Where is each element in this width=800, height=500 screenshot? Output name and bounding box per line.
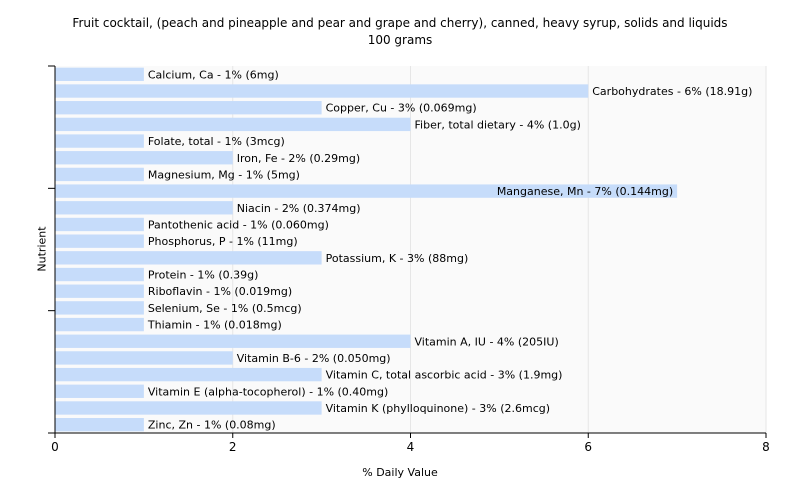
bar-label: Vitamin C, total ascorbic acid - 3% (1.9… xyxy=(326,369,563,382)
bar xyxy=(55,301,144,315)
axes: 0 2 4 6 8 xyxy=(48,65,770,454)
bar-label: Magnesium, Mg - 1% (5mg) xyxy=(148,168,300,181)
bar xyxy=(55,267,144,282)
bar xyxy=(55,134,144,148)
bar-label: Folate, total - 1% (3mcg) xyxy=(148,135,285,148)
bar-label: Riboflavin - 1% (0.019mg) xyxy=(148,285,292,298)
bar-label: Phosphorus, P - 1% (11mg) xyxy=(148,235,298,248)
bar-label: Vitamin B-6 - 2% (0.050mg) xyxy=(237,352,391,365)
bar xyxy=(55,167,144,182)
bar-label: Carbohydrates - 6% (18.91g) xyxy=(592,85,752,98)
bar-label: Potassium, K - 3% (88mg) xyxy=(326,252,469,265)
bar-label: Niacin - 2% (0.374mg) xyxy=(237,202,361,215)
bar xyxy=(55,151,233,165)
bar-label: Pantothenic acid - 1% (0.060mg) xyxy=(148,218,329,231)
bar xyxy=(55,67,144,82)
bar-label: Fiber, total dietary - 4% (1.0g) xyxy=(415,118,581,131)
bar xyxy=(55,384,144,398)
bar-label: Calcium, Ca - 1% (6mg) xyxy=(148,68,279,81)
bar xyxy=(55,334,411,348)
bar-label: Vitamin K (phylloquinone) - 3% (2.6mcg) xyxy=(326,402,550,415)
x-tick-label: 8 xyxy=(762,440,770,454)
bar-label: Thiamin - 1% (0.018mg) xyxy=(147,319,282,332)
bar xyxy=(55,251,322,265)
bar xyxy=(55,117,411,132)
bar xyxy=(55,284,144,298)
bar xyxy=(55,401,322,415)
bar xyxy=(55,101,322,115)
bar-label: Zinc, Zn - 1% (0.08mg) xyxy=(148,419,276,432)
x-tick-label: 4 xyxy=(407,440,415,454)
bar xyxy=(55,201,233,215)
bar-label: Protein - 1% (0.39g) xyxy=(148,269,259,282)
bar xyxy=(55,351,233,365)
x-axis-label: % Daily Value xyxy=(362,466,438,479)
x-tick-label: 0 xyxy=(51,440,59,454)
chart-subtitle: 100 grams xyxy=(367,33,433,47)
chart-title: Fruit cocktail, (peach and pineapple and… xyxy=(72,16,728,30)
bar xyxy=(55,417,144,432)
bar-label: Vitamin E (alpha-tocopherol) - 1% (0.40m… xyxy=(148,385,388,398)
y-axis-label: Nutrient xyxy=(35,226,49,272)
bar xyxy=(55,184,678,198)
bar xyxy=(55,367,322,382)
bar-label: Selenium, Se - 1% (0.5mcg) xyxy=(148,302,302,315)
x-tick-label: 2 xyxy=(229,440,237,454)
bar-label: Iron, Fe - 2% (0.29mg) xyxy=(237,152,360,165)
bars: Calcium, Ca - 1% (6mg) Carbohydrates - 6%… xyxy=(55,67,752,432)
bar-label: Manganese, Mn - 7% (0.144mg) xyxy=(497,185,673,198)
bar-label: Copper, Cu - 3% (0.069mg) xyxy=(326,102,477,115)
x-tick-label: 6 xyxy=(584,440,592,454)
bar xyxy=(55,217,144,232)
bar xyxy=(55,234,144,248)
bar-label: Vitamin A, IU - 4% (205IU) xyxy=(415,335,559,348)
bar xyxy=(55,317,144,332)
bar xyxy=(55,84,589,98)
